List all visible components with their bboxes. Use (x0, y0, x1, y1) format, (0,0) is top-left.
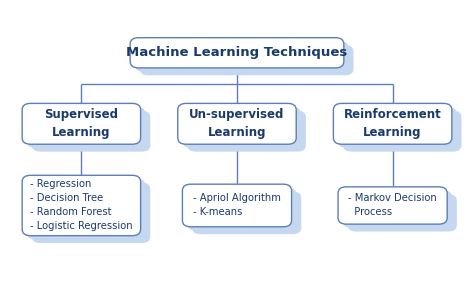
FancyBboxPatch shape (32, 111, 150, 152)
Text: Un-supervised
Learning: Un-supervised Learning (189, 108, 285, 139)
FancyBboxPatch shape (178, 103, 296, 144)
FancyBboxPatch shape (343, 111, 462, 152)
FancyBboxPatch shape (22, 103, 141, 144)
FancyBboxPatch shape (27, 179, 146, 239)
FancyBboxPatch shape (135, 41, 349, 71)
Text: Machine Learning Techniques: Machine Learning Techniques (127, 46, 347, 59)
Text: - Regression
- Decision Tree
- Random Forest
- Logistic Regression: - Regression - Decision Tree - Random Fo… (30, 180, 133, 232)
FancyBboxPatch shape (187, 111, 306, 152)
Text: - Apriol Algorithm
- K-means: - Apriol Algorithm - K-means (193, 193, 281, 217)
FancyBboxPatch shape (338, 107, 456, 148)
Text: - Markov Decision
  Process: - Markov Decision Process (348, 193, 437, 217)
FancyBboxPatch shape (32, 183, 150, 243)
FancyBboxPatch shape (338, 187, 447, 224)
Text: Reinforcement
Learning: Reinforcement Learning (344, 108, 441, 139)
FancyBboxPatch shape (348, 194, 457, 232)
FancyBboxPatch shape (140, 45, 354, 75)
FancyBboxPatch shape (130, 38, 344, 68)
FancyBboxPatch shape (192, 192, 301, 234)
FancyBboxPatch shape (187, 188, 296, 230)
FancyBboxPatch shape (27, 107, 146, 148)
Text: Supervised
Learning: Supervised Learning (45, 108, 118, 139)
FancyBboxPatch shape (343, 191, 452, 228)
FancyBboxPatch shape (333, 103, 452, 144)
FancyBboxPatch shape (182, 184, 292, 227)
FancyBboxPatch shape (22, 175, 141, 236)
FancyBboxPatch shape (182, 107, 301, 148)
